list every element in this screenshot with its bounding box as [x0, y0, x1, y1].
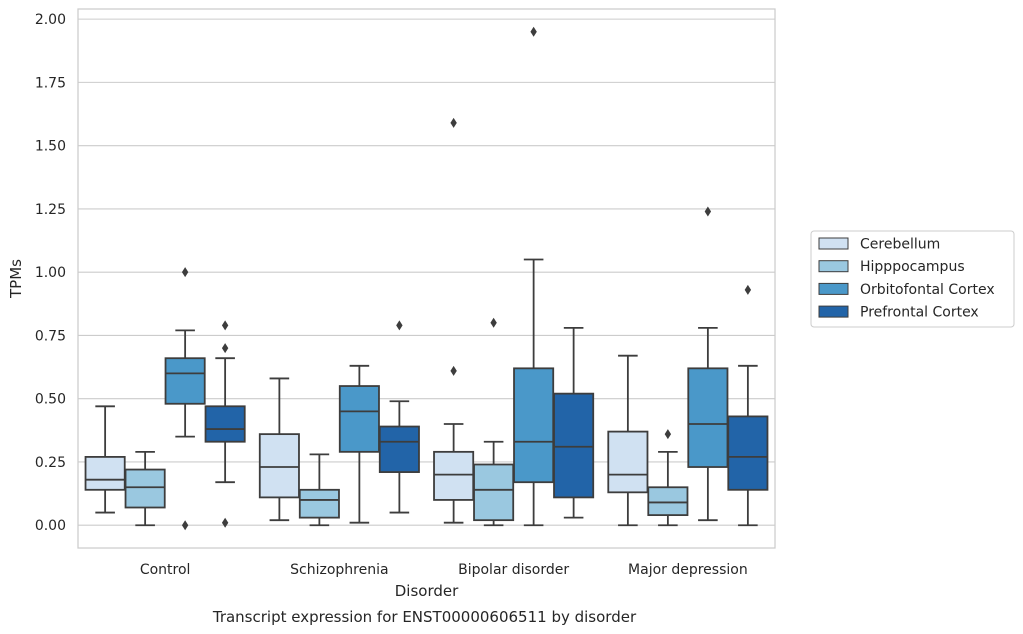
legend-swatch [818, 282, 849, 295]
box-prefrontal-cortex-schizophrenia [378, 320, 420, 514]
box-iqr [687, 367, 729, 468]
legend-label: Prefrontal Cortex [860, 305, 979, 321]
outlier-point [450, 365, 457, 376]
legend-box [810, 230, 1015, 328]
box-iqr [647, 486, 689, 517]
box-iqr [164, 357, 206, 405]
outlier-point [181, 520, 189, 531]
y-tick-label: 0.25 [35, 455, 66, 471]
box-hipppocampus-major-depression [647, 429, 689, 527]
outlier-point [530, 26, 537, 37]
box-iqr [378, 425, 420, 473]
outlier-point [221, 343, 229, 354]
outlier-point [490, 317, 497, 328]
box-prefrontal-cortex-control [204, 320, 246, 528]
box-iqr [258, 433, 300, 499]
box-iqr [298, 488, 340, 519]
legend-swatch [818, 260, 849, 273]
box-orbitofontal-cortex-control [164, 267, 206, 531]
box-hipppocampus-schizophrenia [298, 453, 340, 527]
box-cerebellum-bipolar-disorder [433, 117, 475, 524]
box-orbitofontal-cortex-bipolar-disorder [513, 26, 555, 527]
box-hipppocampus-bipolar-disorder [473, 317, 515, 527]
box-orbitofontal-cortex-major-depression [687, 206, 729, 522]
box-cerebellum-major-depression [607, 354, 649, 527]
box-cerebellum-schizophrenia [258, 377, 300, 522]
outlier-point [664, 429, 672, 440]
y-tick-label: 0.50 [35, 392, 66, 408]
outlier-point [704, 206, 712, 217]
plot-frame [77, 8, 776, 549]
y-tick-label: 1.50 [35, 139, 66, 155]
box-iqr [84, 456, 126, 491]
outlier-point [221, 320, 229, 331]
legend-swatch [818, 237, 849, 250]
box-iqr [338, 385, 380, 453]
x-tick-label: Bipolar disorder [458, 562, 569, 578]
x-axis-ticks: Control Schizophrenia Bipolar disorder Majo… [140, 562, 748, 578]
box-iqr [433, 450, 475, 501]
y-axis-ticks: 0.00 0.25 0.50 0.75 1.00 1.25 1.50 1.75 2.00 [35, 12, 66, 534]
outlier-point [396, 320, 403, 331]
outlier-point [744, 284, 752, 295]
outlier-point [181, 267, 189, 278]
outlier-point [450, 117, 457, 128]
legend-swatch [818, 305, 849, 318]
box-iqr [124, 468, 166, 509]
box-plot-area [84, 26, 769, 531]
box-iqr [553, 392, 595, 499]
chart-caption: Transcript expression for ENST0000060651… [212, 608, 637, 626]
legend: Cerebellum Hipppocampus Orbitofontal Corte… [810, 230, 1015, 328]
box-iqr [473, 463, 515, 522]
y-axis-label: TPMs [7, 259, 25, 299]
y-tick-label: 0.75 [35, 328, 66, 344]
outlier-point [221, 517, 229, 528]
x-tick-label: Schizophrenia [290, 562, 388, 578]
legend-label: Hipppocampus [860, 259, 965, 275]
box-prefrontal-cortex-major-depression [727, 284, 769, 527]
box-orbitofontal-cortex-schizophrenia [338, 364, 380, 524]
box-iqr [607, 430, 649, 494]
x-tick-label: Major depression [628, 562, 748, 578]
y-tick-label: 1.75 [35, 75, 66, 91]
x-axis-label: Disorder [395, 582, 459, 600]
box-prefrontal-cortex-bipolar-disorder [553, 326, 595, 519]
x-tick-label: Control [140, 562, 191, 578]
box-iqr [204, 405, 246, 443]
y-tick-label: 1.25 [35, 202, 66, 218]
box-cerebellum-control [84, 405, 126, 514]
box-iqr [727, 415, 769, 491]
box-iqr [513, 367, 555, 484]
legend-label: Cerebellum [860, 237, 940, 253]
legend-label: Orbitofontal Cortex [860, 282, 995, 298]
y-tick-label: 1.00 [35, 265, 66, 281]
y-tick-label: 2.00 [35, 12, 66, 28]
y-tick-label: 0.00 [35, 518, 66, 534]
box-hipppocampus-control [124, 450, 166, 527]
